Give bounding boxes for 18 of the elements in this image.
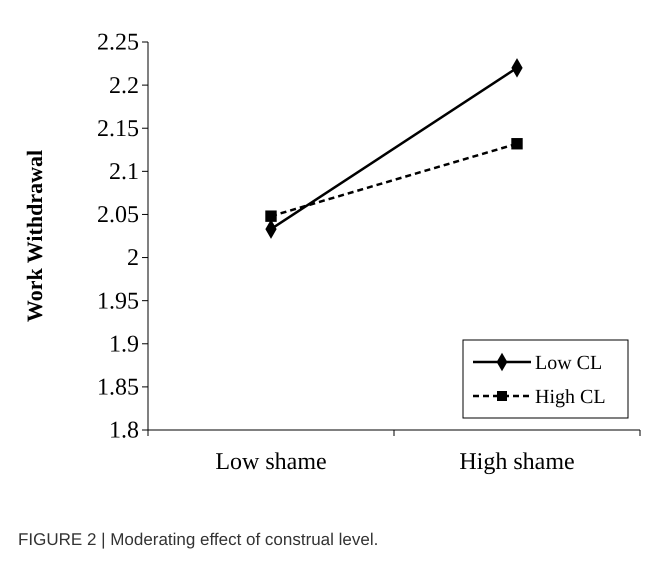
y-tick-label: 1.95	[97, 288, 139, 314]
y-tick-label: 2	[127, 245, 139, 272]
caption: FIGURE 2 | Moderating effect of construal level.	[18, 530, 378, 549]
legend-label: High CL	[535, 386, 606, 408]
y-tick-label: 1.85	[97, 374, 139, 401]
y-tick-label: 2.1	[109, 159, 139, 186]
y-axis-title: Work Withdrawal	[22, 150, 47, 322]
x-tick-label: Low shame	[215, 449, 327, 476]
point	[511, 138, 523, 150]
y-tick-label: 2.2	[109, 72, 139, 99]
y-tick-label: 2.25	[97, 30, 139, 56]
x-tick-label: High shame	[459, 449, 575, 476]
y-tick-label: 1.9	[109, 331, 139, 358]
y-tick-label: 1.8	[109, 418, 139, 444]
point	[265, 210, 277, 222]
legend-label: Low CL	[535, 352, 602, 374]
y-tick-label: 2.05	[97, 202, 139, 228]
y-tick-label: 2.15	[97, 116, 139, 142]
